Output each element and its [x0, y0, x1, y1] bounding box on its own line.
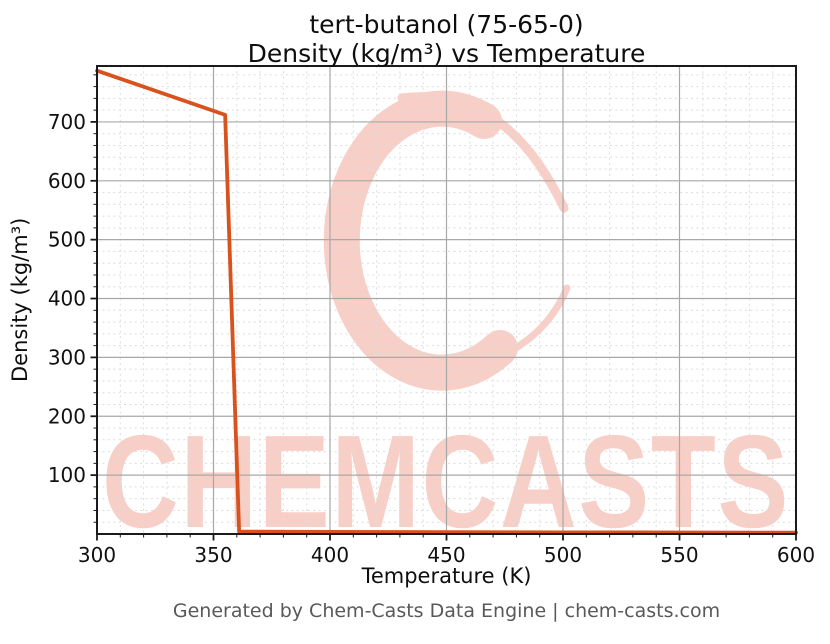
y-tick-label: 700: [48, 110, 86, 134]
chart-title-line1: tert-butanol (75-65-0): [309, 10, 584, 39]
y-tick-label: 200: [48, 404, 86, 428]
x-tick-label: 600: [777, 543, 815, 567]
chart-title: tert-butanol (75-65-0) Density (kg/m³) v…: [97, 10, 796, 68]
y-tick-label: 500: [48, 228, 86, 252]
y-axis-label: Density (kg/m³): [8, 217, 32, 383]
x-tick-label: 500: [544, 543, 582, 567]
x-tick-label: 550: [660, 543, 698, 567]
x-tick-label: 450: [427, 543, 465, 567]
y-tick-label: 100: [48, 463, 86, 487]
x-tick-label: 400: [311, 543, 349, 567]
x-axis-label: Temperature (K): [361, 564, 532, 588]
watermark-logo-swoosh-icon: [397, 92, 569, 213]
y-tick-label: 400: [48, 287, 86, 311]
series-density-line: [95, 68, 798, 535]
chart-title-line2: Density (kg/m³) vs Temperature: [247, 39, 646, 68]
footer-credit: Generated by Chem-Casts Data Engine | ch…: [172, 600, 721, 622]
x-tick-label: 350: [194, 543, 232, 567]
y-tick-label: 600: [48, 169, 86, 193]
watermark-logo-c-icon: [323, 90, 518, 391]
y-tick-label: 300: [48, 345, 86, 369]
x-tick-label: 300: [78, 543, 116, 567]
